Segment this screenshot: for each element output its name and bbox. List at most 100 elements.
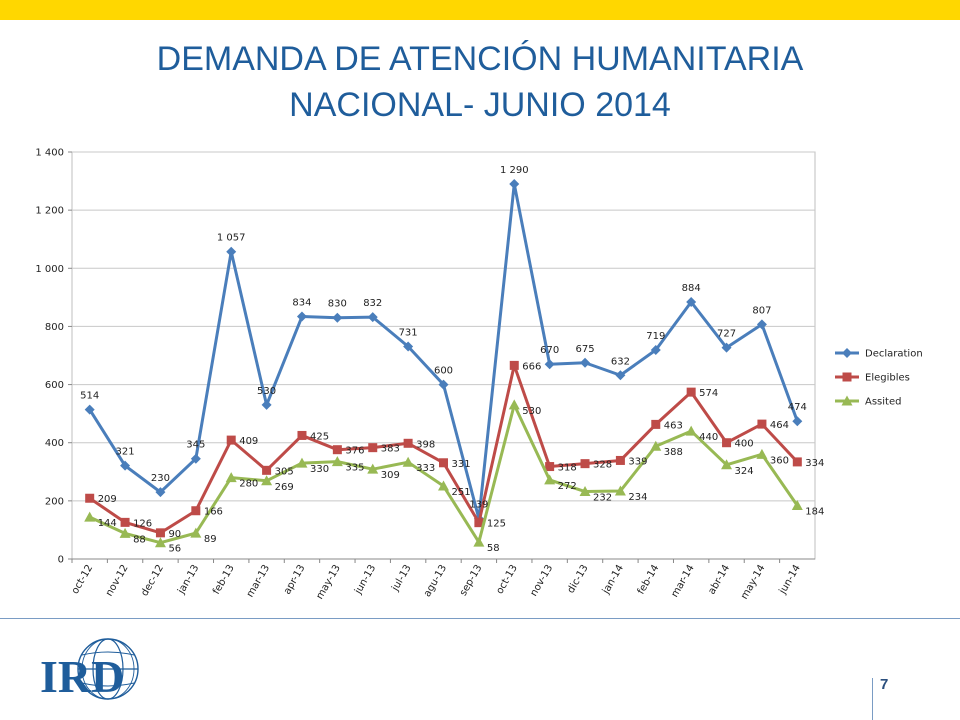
data-point [332, 445, 342, 455]
legend-marker [842, 348, 852, 358]
data-point [367, 312, 378, 323]
x-tick-label: sep-13 [458, 563, 485, 598]
x-tick-label: dec-12 [139, 563, 166, 598]
legend-label: Elegibles [865, 373, 910, 384]
legend-marker [841, 395, 853, 406]
data-point [686, 387, 696, 397]
y-tick-label: 200 [45, 496, 64, 507]
data-label: 675 [575, 344, 594, 355]
data-label: 166 [204, 507, 223, 518]
data-point [792, 416, 803, 427]
data-point [297, 430, 307, 440]
y-tick-label: 600 [45, 380, 64, 391]
slide-title: DEMANDA DE ATENCIÓN HUMANITARIA NACIONAL… [40, 36, 920, 128]
slide-title-line-2: NACIONAL- JUNIO 2014 [289, 86, 671, 124]
data-point [296, 457, 308, 468]
data-label: 90 [168, 529, 181, 540]
data-label: 600 [434, 366, 453, 377]
data-label: 321 [116, 447, 135, 458]
data-point [262, 465, 272, 475]
data-point [614, 485, 626, 496]
data-point [650, 440, 662, 451]
data-label: 126 [133, 518, 152, 529]
data-point [580, 459, 590, 469]
x-tick-label: dic-13 [566, 563, 591, 595]
data-label: 333 [416, 463, 435, 474]
legend-marker [842, 372, 852, 382]
data-point [685, 425, 697, 436]
data-point [368, 443, 378, 453]
data-label: 666 [522, 361, 541, 372]
data-point [508, 399, 520, 410]
x-tick-label: jun-13 [352, 563, 378, 597]
data-point [119, 527, 131, 538]
data-label: 272 [558, 481, 577, 492]
data-label: 269 [275, 482, 294, 493]
y-tick-label: 800 [45, 322, 64, 333]
x-tick-label: mar-13 [245, 563, 272, 599]
data-label: 318 [558, 463, 577, 474]
y-tick-label: 1 400 [35, 148, 64, 159]
x-tick-label: feb-14 [636, 563, 662, 597]
data-point [580, 357, 591, 368]
y-tick-label: 0 [58, 555, 64, 566]
globe-icon [77, 638, 139, 700]
data-point [473, 536, 485, 547]
data-point [721, 342, 732, 353]
x-tick-label: jan-13 [176, 563, 202, 597]
data-point [756, 448, 768, 459]
data-label: 383 [381, 444, 400, 455]
y-tick-label: 1 000 [35, 264, 64, 275]
y-tick-label: 400 [45, 438, 64, 449]
data-label: 409 [239, 436, 258, 447]
data-label: 884 [682, 283, 701, 294]
x-tick-label: may-13 [314, 563, 343, 601]
x-tick-label: jul-13 [390, 563, 414, 594]
data-label: 58 [487, 543, 500, 554]
data-label: 425 [310, 431, 329, 442]
slide-title-line-1: DEMANDA DE ATENCIÓN HUMANITARIA [156, 40, 804, 78]
data-point [721, 459, 733, 470]
data-label: 1 057 [217, 233, 246, 244]
x-tick-label: oct-12 [70, 563, 95, 596]
data-label: 232 [593, 493, 612, 504]
data-label: 514 [80, 391, 99, 402]
x-tick-label: apr-13 [282, 563, 308, 596]
data-label: 305 [275, 466, 294, 477]
data-label: 832 [363, 298, 382, 309]
data-label: 309 [381, 470, 400, 481]
data-point [225, 472, 237, 483]
data-point [403, 341, 414, 352]
data-point [332, 312, 343, 323]
data-label: 530 [257, 386, 276, 397]
data-label: 324 [735, 466, 754, 477]
data-point [191, 506, 201, 516]
data-label: 731 [399, 327, 418, 338]
data-point [686, 297, 697, 308]
data-point [226, 435, 236, 445]
data-point [84, 511, 96, 522]
data-point [545, 462, 555, 472]
data-label: 280 [239, 479, 258, 490]
line-chart: 0 200 400 600 800 1 000 1 200 1 400 oct-12 nov-12… [35, 148, 922, 602]
data-point [261, 475, 273, 486]
x-tick-label: abr-14 [706, 563, 732, 596]
data-label: 328 [593, 460, 612, 471]
data-point [403, 438, 413, 448]
data-label: 440 [699, 432, 718, 443]
data-point [651, 419, 661, 429]
data-label: 88 [133, 534, 146, 545]
data-label: 632 [611, 356, 630, 367]
x-tick-label: oct-13 [494, 563, 519, 596]
data-label: 474 [788, 402, 807, 413]
data-point [439, 458, 448, 468]
y-tick-label: 1 200 [35, 206, 64, 217]
data-point [509, 178, 520, 189]
data-point [757, 419, 767, 429]
data-label: 89 [204, 534, 217, 545]
x-tick-label: nov-12 [104, 563, 131, 598]
data-label: 530 [522, 406, 541, 417]
data-label: 574 [699, 388, 718, 399]
data-label: 330 [310, 464, 329, 475]
logo-text: IRD [40, 651, 124, 702]
